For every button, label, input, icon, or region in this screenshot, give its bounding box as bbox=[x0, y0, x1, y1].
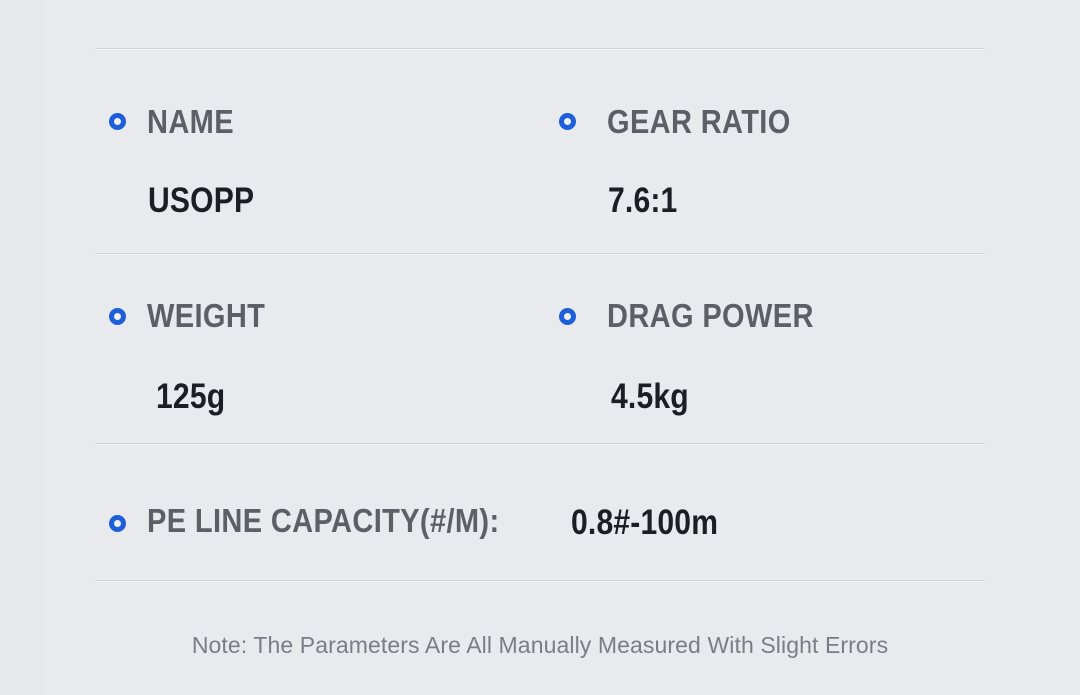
spec-value-gear-ratio: 7.6:1 bbox=[608, 181, 678, 220]
ring-bullet-icon bbox=[109, 515, 126, 532]
spec-label-weight: WEIGHT bbox=[147, 297, 266, 334]
spec-label-pe-line-capacity: PE LINE CAPACITY(#/M): bbox=[147, 502, 500, 539]
ring-bullet-icon bbox=[109, 308, 126, 325]
spec-label-name: NAME bbox=[147, 103, 234, 140]
ring-bullet-icon bbox=[109, 113, 126, 130]
ring-bullet-icon bbox=[559, 308, 576, 325]
spec-label-drag-power: DRAG POWER bbox=[607, 297, 814, 334]
divider-row2-row3 bbox=[95, 443, 985, 444]
measurement-note: Note: The Parameters Are All Manually Me… bbox=[191, 632, 889, 658]
spec-value-pe-line-capacity: 0.8#-100m bbox=[571, 503, 719, 542]
spec-value-weight: 125g bbox=[156, 377, 226, 416]
spec-label-gear-ratio: GEAR RATIO bbox=[607, 103, 791, 140]
spec-value-name: USOPP bbox=[148, 181, 255, 220]
divider-row1-row2 bbox=[95, 253, 985, 254]
divider-bottom bbox=[95, 580, 985, 581]
ring-bullet-icon bbox=[559, 113, 576, 130]
divider-top bbox=[95, 48, 985, 49]
spec-value-drag-power: 4.5kg bbox=[611, 377, 689, 416]
